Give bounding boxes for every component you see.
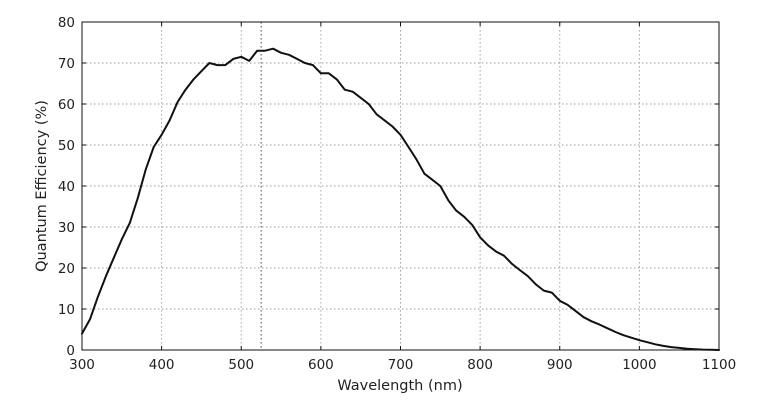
x-tick-labels: 300 400 500 600 700 800 900 1000 1100: [69, 357, 736, 373]
x-tick-label: 300: [69, 357, 95, 373]
y-tick-label: 30: [58, 220, 75, 236]
y-tick-label: 20: [58, 261, 75, 277]
tick-marks: [81, 21, 720, 351]
qe-curve-line: [81, 47, 720, 351]
x-tick-label: 600: [308, 357, 334, 373]
y-tick-label: 0: [66, 343, 75, 359]
series-layer: [81, 47, 720, 351]
y-tick-label: 70: [58, 56, 75, 72]
y-tick-label: 40: [58, 179, 75, 195]
x-tick-label: 500: [228, 357, 254, 373]
y-tick-label: 60: [58, 97, 75, 113]
x-axis-label: Wavelength (nm): [337, 378, 462, 394]
x-tick-label: 1100: [702, 357, 736, 373]
x-tick-label: 900: [547, 357, 573, 373]
x-tick-label: 800: [467, 357, 493, 373]
grid-lines: [82, 22, 719, 350]
y-tick-labels: 0 10 20 30 40 50 60 70 80: [58, 15, 75, 359]
x-tick-label: 400: [149, 357, 175, 373]
y-tick-label: 10: [58, 302, 75, 318]
x-tick-label: 700: [388, 357, 414, 373]
y-tick-label: 80: [58, 15, 75, 31]
x-tick-label: 1000: [622, 357, 656, 373]
y-tick-label: 50: [58, 138, 75, 154]
y-axis-label: Quantum Efficiency (%): [34, 100, 50, 272]
